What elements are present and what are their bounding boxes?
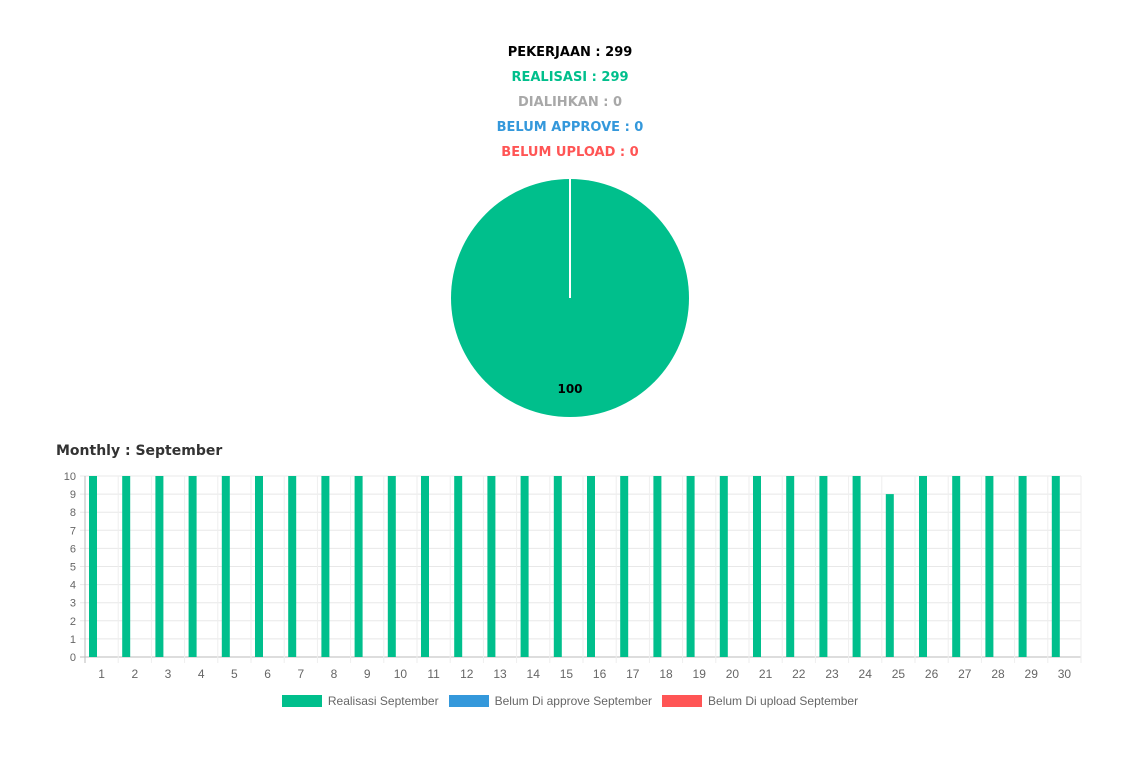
- bar[interactable]: [753, 476, 761, 657]
- y-tick-label: 8: [70, 507, 76, 519]
- x-tick-label: 25: [892, 667, 906, 681]
- y-tick-label: 9: [70, 489, 76, 501]
- y-tick-label: 3: [70, 598, 76, 610]
- bar[interactable]: [653, 476, 662, 657]
- legend-label: Belum Di upload September: [708, 694, 859, 708]
- pie-slice-label: 100: [557, 382, 582, 396]
- bar[interactable]: [952, 476, 961, 657]
- y-tick-label: 4: [70, 580, 76, 592]
- y-tick-label: 5: [70, 562, 76, 574]
- y-tick-label: 2: [70, 616, 76, 628]
- x-tick-label: 20: [726, 667, 740, 681]
- stat-pekerjaan: PEKERJAAN : 299: [507, 45, 633, 60]
- y-tick-label: 10: [64, 471, 76, 483]
- x-tick-label: 10: [394, 667, 408, 681]
- bar[interactable]: [985, 476, 994, 657]
- x-tick-label: 1: [98, 667, 105, 681]
- bar[interactable]: [1051, 476, 1060, 657]
- bar[interactable]: [919, 476, 927, 657]
- x-tick-label: 4: [198, 667, 205, 681]
- legend-swatch: [662, 695, 703, 707]
- x-tick-label: 17: [626, 667, 640, 681]
- legend-swatch: [281, 695, 322, 707]
- bar[interactable]: [421, 476, 429, 657]
- x-tick-label: 28: [991, 667, 1005, 681]
- x-tick-label: 16: [593, 667, 607, 681]
- x-tick-label: 14: [527, 667, 541, 681]
- x-tick-label: 8: [331, 667, 338, 681]
- x-tick-label: 3: [165, 667, 172, 681]
- x-tick-label: 7: [297, 667, 304, 681]
- x-tick-label: 6: [264, 667, 271, 681]
- bar[interactable]: [321, 476, 330, 657]
- x-tick-label: 21: [759, 667, 773, 681]
- x-tick-label: 11: [427, 667, 440, 681]
- x-tick-label: 2: [131, 667, 138, 681]
- bar[interactable]: [620, 476, 629, 657]
- bar[interactable]: [786, 476, 795, 657]
- x-tick-label: 19: [693, 667, 707, 681]
- bar[interactable]: [188, 476, 197, 657]
- y-tick-label: 0: [70, 652, 76, 664]
- bar[interactable]: [454, 476, 463, 657]
- bar[interactable]: [354, 476, 363, 657]
- x-tick-label: 23: [825, 667, 839, 681]
- bar[interactable]: [553, 476, 562, 657]
- x-tick-label: 29: [1025, 667, 1039, 681]
- bar[interactable]: [387, 476, 396, 657]
- bar[interactable]: [587, 476, 595, 657]
- bar[interactable]: [122, 476, 131, 657]
- bar[interactable]: [686, 476, 695, 657]
- legend-item[interactable]: Belum Di approve September: [448, 694, 653, 708]
- bar[interactable]: [819, 476, 828, 657]
- x-tick-label: 22: [792, 667, 806, 681]
- y-tick-label: 1: [70, 634, 76, 646]
- legend-label: Realisasi September: [327, 694, 439, 708]
- x-tick-label: 13: [493, 667, 507, 681]
- monthly-title: Monthly : September: [56, 443, 223, 459]
- bar[interactable]: [288, 476, 297, 657]
- bar[interactable]: [89, 476, 97, 657]
- bar[interactable]: [487, 476, 496, 657]
- legend-swatch: [448, 695, 489, 707]
- bar[interactable]: [719, 476, 728, 657]
- x-tick-label: 12: [460, 667, 474, 681]
- x-tick-label: 5: [231, 667, 238, 681]
- bar[interactable]: [1018, 476, 1027, 657]
- x-tick-label: 9: [364, 667, 371, 681]
- stat-dialihkan: DIALIHKAN : 0: [518, 95, 622, 110]
- legend-item[interactable]: Belum Di upload September: [662, 694, 858, 708]
- pie-chart[interactable]: 100: [450, 178, 690, 418]
- stat-realisasi: REALISASI : 299: [511, 70, 629, 85]
- x-tick-label: 30: [1058, 667, 1072, 681]
- bar[interactable]: [885, 494, 894, 657]
- stat-belum-upload: BELUM UPLOAD : 0: [501, 145, 639, 160]
- x-tick-label: 24: [859, 667, 873, 681]
- legend-label: Belum Di approve September: [494, 694, 653, 708]
- y-tick-label: 7: [70, 525, 76, 537]
- x-tick-label: 15: [560, 667, 574, 681]
- bar[interactable]: [155, 476, 164, 657]
- x-tick-label: 26: [925, 667, 939, 681]
- x-tick-label: 27: [958, 667, 972, 681]
- stat-belum-approve: BELUM APPROVE : 0: [496, 120, 644, 135]
- bar[interactable]: [520, 476, 529, 657]
- chart-legend: Realisasi September Belum Di approve Sept…: [0, 694, 1140, 708]
- bar[interactable]: [255, 476, 263, 657]
- bar[interactable]: [852, 476, 861, 657]
- y-tick-label: 6: [70, 543, 76, 555]
- summary-stats: PEKERJAAN : 299 REALISASI : 299 DIALIHKA…: [0, 42, 1140, 167]
- x-tick-label: 18: [659, 667, 673, 681]
- legend-item[interactable]: Realisasi September: [281, 694, 439, 708]
- bar[interactable]: [221, 476, 230, 657]
